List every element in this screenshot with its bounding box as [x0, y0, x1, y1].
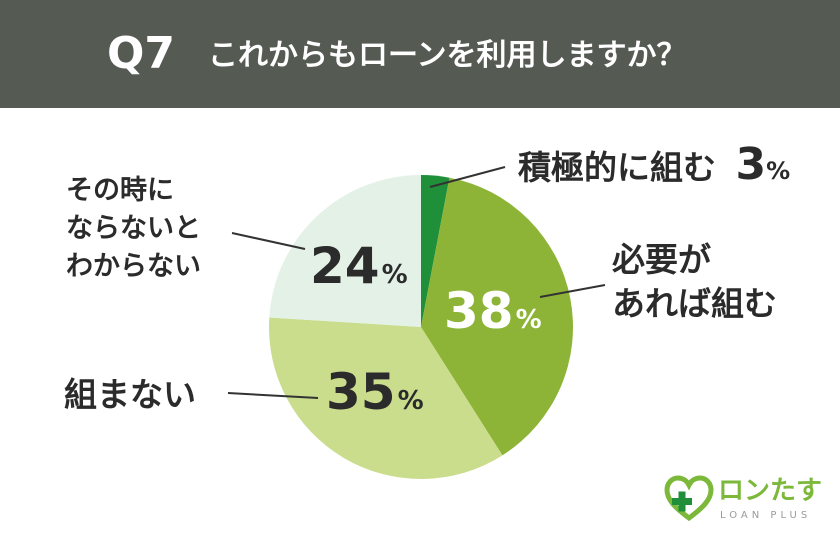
pie-slice-2: [268, 317, 503, 479]
value-slice3-num: 24: [310, 237, 380, 295]
heart-plus-icon: [664, 475, 714, 522]
label-slice0-pct: %: [766, 157, 791, 185]
pie-slice-1: [421, 177, 573, 456]
leader-line-1: [539, 284, 606, 298]
label-slice1: 必要が あれば組む: [612, 238, 777, 326]
value-slice3-pct: %: [381, 260, 408, 290]
question-title: これからもローンを利用しますか？: [208, 38, 687, 73]
logo-sub: LOAN PLUS: [720, 510, 812, 521]
value-slice1-pct: %: [515, 305, 542, 335]
value-slice2-pct: %: [397, 386, 424, 416]
pie-slice-0: [421, 175, 450, 327]
label-slice1-line2: あれば組む: [612, 284, 777, 323]
label-slice2: 組まない: [64, 373, 196, 417]
header-bar: Q7 これからもローンを利用しますか？: [0, 0, 840, 108]
label-slice3-line1: その時に: [66, 175, 174, 206]
value-slice2: 35%: [326, 363, 424, 421]
label-slice1-line1: 必要が: [612, 240, 711, 279]
value-slice2-num: 35: [326, 363, 396, 421]
leader-line-2: [227, 392, 319, 399]
leader-line-3: [231, 232, 306, 250]
label-slice3-line2: ならないと: [66, 213, 201, 244]
label-slice2-name: 組まない: [64, 375, 196, 414]
label-slice3-line3: わからない: [66, 251, 201, 282]
brand-logo: ロンたす LOAN PLUS: [664, 470, 834, 530]
value-slice1-num: 38: [444, 282, 514, 340]
leader-line-0: [429, 166, 506, 188]
label-slice0-name: 積極的に組む: [518, 148, 716, 187]
label-slice0: 積極的に組む 3%: [518, 143, 790, 193]
label-slice3: その時に ならないと わからない: [66, 172, 201, 286]
pie-slice-3: [269, 175, 421, 327]
value-slice3: 24%: [310, 237, 408, 295]
leader-lines: [227, 166, 606, 399]
value-slice1: 38%: [444, 282, 542, 340]
pie-slices: [268, 175, 573, 479]
logo-name: ロンたす: [718, 476, 823, 506]
question-number: Q7: [107, 28, 176, 79]
label-slice0-value: 3: [735, 139, 767, 190]
